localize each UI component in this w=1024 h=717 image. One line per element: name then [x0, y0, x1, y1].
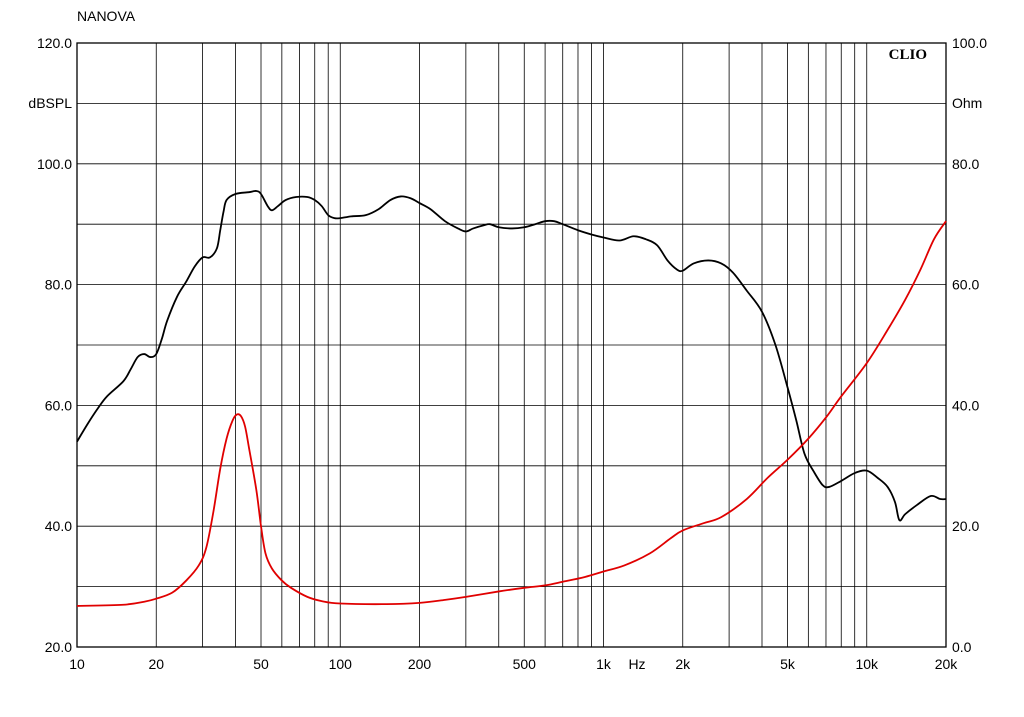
left-tick-label: 20.0 — [45, 639, 72, 655]
x-tick-label: 10 — [69, 656, 85, 672]
x-tick-label: 1k — [596, 656, 612, 672]
left-tick-labels: 20.0 40.0 60.0 80.0 100.0 120.0 — [37, 35, 72, 655]
right-tick-label: 40.0 — [952, 397, 979, 413]
left-tick-label: 100.0 — [37, 156, 72, 172]
labels: NANOVA dBSPL Ohm Hz CLIO — [28, 8, 982, 672]
right-tick-label: 20.0 — [952, 518, 979, 534]
right-axis-unit: Ohm — [952, 95, 982, 111]
left-tick-label: 40.0 — [45, 518, 72, 534]
x-tick-label: 50 — [253, 656, 269, 672]
left-tick-label: 60.0 — [45, 397, 72, 413]
spl-response-line — [76, 190, 947, 522]
grid — [77, 43, 946, 647]
impedance-line — [76, 220, 947, 607]
left-axis-unit: dBSPL — [28, 95, 72, 111]
left-tick-label: 120.0 — [37, 35, 72, 51]
brand-label: CLIO — [889, 47, 927, 63]
plot-frame — [76, 42, 947, 648]
right-tick-labels: 0.0 20.0 40.0 60.0 80.0 100.0 — [952, 35, 987, 655]
x-tick-label: 5k — [780, 656, 796, 672]
chart-title: NANOVA — [77, 8, 136, 24]
right-tick-label: 0.0 — [952, 639, 972, 655]
x-axis-unit: Hz — [628, 656, 645, 672]
x-tick-label: 200 — [408, 656, 432, 672]
x-tick-label: 100 — [329, 656, 353, 672]
right-tick-label: 100.0 — [952, 35, 987, 51]
right-tick-label: 60.0 — [952, 277, 979, 293]
x-tick-labels: 10 20 50 100 200 500 1k 2k 5k 10k 20k — [69, 656, 958, 672]
x-tick-label: 500 — [513, 656, 537, 672]
x-tick-label: 2k — [675, 656, 691, 672]
right-tick-label: 80.0 — [952, 156, 979, 172]
left-tick-label: 80.0 — [45, 277, 72, 293]
x-tick-label: 10k — [855, 656, 879, 672]
x-tick-label: 20 — [148, 656, 164, 672]
series-layer — [76, 190, 947, 607]
x-tick-label: 20k — [935, 656, 959, 672]
